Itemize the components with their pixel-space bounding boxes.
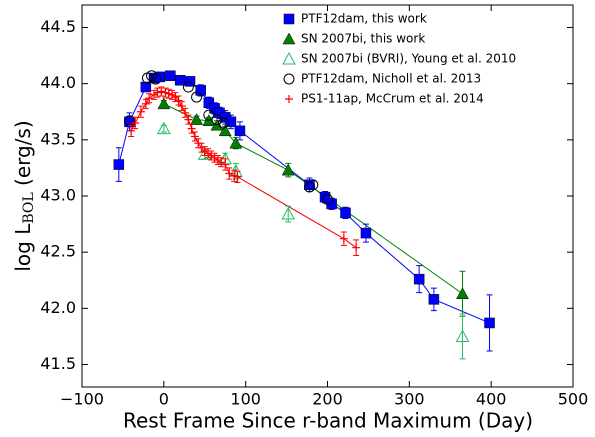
marker — [150, 73, 162, 85]
legend-marker — [285, 95, 293, 103]
series-line — [130, 90, 357, 249]
marker — [191, 91, 203, 103]
y-label-unit: (erg/s) — [11, 120, 35, 192]
marker — [187, 124, 196, 133]
marker — [141, 99, 150, 108]
y-tick-label: 44.0 — [40, 73, 76, 92]
x-tick-label: 500 — [558, 390, 589, 409]
marker — [281, 206, 296, 220]
legend-label: PS1-11ap, McCrum et al. 2014 — [301, 92, 484, 106]
marker — [184, 115, 193, 124]
y-tick-label: 42.5 — [40, 242, 76, 261]
legend-marker — [283, 73, 295, 85]
y-axis-label: log LBOL (erg/s) — [11, 120, 38, 271]
legend-label: PTF12dam, this work — [301, 12, 427, 26]
marker — [165, 70, 176, 82]
marker — [161, 88, 170, 97]
marker — [164, 89, 173, 98]
marker — [319, 191, 331, 203]
marker — [145, 94, 154, 103]
marker — [195, 85, 206, 96]
marker — [484, 317, 495, 329]
marker — [171, 93, 180, 102]
legend-label: PTF12dam, Nicholl et al. 2013 — [301, 72, 481, 86]
x-tick-label: 400 — [476, 390, 507, 409]
y-label-sub: BOL — [21, 192, 37, 223]
marker — [203, 97, 215, 108]
legend-marker — [282, 32, 296, 45]
marker — [157, 97, 171, 110]
marker — [181, 108, 190, 117]
marker — [182, 81, 194, 93]
marker — [156, 121, 171, 135]
y-label-main: log L — [11, 223, 35, 272]
marker — [230, 171, 239, 180]
legend-marker — [282, 51, 296, 65]
marker — [153, 88, 162, 97]
legend-label: SN 2007bi, this work — [301, 32, 425, 46]
marker — [456, 287, 469, 299]
marker — [203, 109, 215, 121]
plot-frame — [81, 4, 574, 388]
x-tick-label: 300 — [394, 390, 425, 409]
marker — [229, 136, 243, 149]
marker — [123, 115, 135, 127]
marker — [146, 70, 158, 82]
marker — [322, 193, 333, 205]
x-axis-label: Rest Frame Since r-band Maximum (Day) — [123, 409, 533, 433]
marker — [339, 234, 348, 243]
marker — [174, 75, 186, 86]
marker — [197, 143, 206, 152]
marker — [136, 107, 145, 116]
x-tick-label: 0 — [159, 390, 169, 409]
x-tick-label: 200 — [312, 390, 343, 409]
marker — [127, 126, 136, 135]
series-line — [118, 75, 490, 324]
marker — [352, 243, 361, 252]
marker — [217, 158, 226, 167]
legend-marker — [283, 13, 295, 25]
marker — [194, 139, 203, 148]
marker — [221, 160, 230, 169]
y-tick-label: 42.0 — [40, 298, 76, 317]
marker — [303, 181, 315, 193]
marker — [190, 113, 203, 125]
marker — [177, 102, 186, 111]
y-tick-label: 41.5 — [40, 354, 76, 373]
marker — [113, 159, 125, 170]
marker — [131, 118, 140, 127]
y-tick-label: 44.5 — [40, 17, 76, 36]
marker — [157, 87, 166, 96]
marker — [307, 179, 319, 191]
marker — [340, 207, 351, 219]
marker — [218, 124, 232, 137]
marker — [428, 294, 440, 305]
marker — [211, 114, 223, 126]
marker — [233, 172, 242, 181]
marker — [184, 76, 196, 87]
marker — [218, 117, 230, 129]
x-tick-label: 100 — [230, 390, 261, 409]
y-tick-label: 43.5 — [40, 129, 76, 148]
marker — [234, 125, 246, 137]
legend-label: SN 2007bi (BVRI), Young et al. 2010 — [301, 52, 516, 66]
marker — [455, 329, 470, 342]
marker — [281, 163, 295, 176]
y-tick-label: 43.0 — [40, 186, 76, 205]
x-tick-label: −100 — [60, 390, 104, 409]
marker — [413, 273, 425, 285]
marker — [360, 227, 372, 239]
marker — [190, 132, 199, 141]
marker — [174, 96, 183, 105]
marker — [225, 169, 234, 178]
error-bar — [459, 313, 466, 360]
marker — [140, 81, 152, 93]
marker — [225, 116, 237, 128]
